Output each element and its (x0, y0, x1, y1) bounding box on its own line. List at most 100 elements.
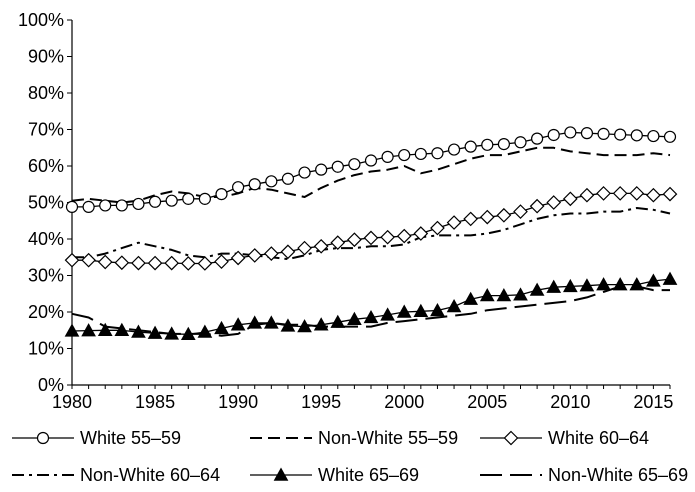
legend-label: White 60–64 (548, 428, 649, 448)
data-point-marker (132, 197, 145, 211)
data-point-marker (214, 320, 229, 335)
data-point-marker (496, 288, 512, 302)
data-point-marker (230, 250, 246, 266)
data-point-marker (430, 220, 445, 236)
data-point-marker (164, 255, 180, 271)
legend-item-5: Non-White 65–69 (480, 465, 688, 485)
legend-label: White 55–59 (80, 428, 181, 448)
data-point-marker (214, 254, 229, 269)
data-point-marker (313, 238, 329, 254)
data-point-marker (99, 199, 112, 212)
x-tick-label: 2005 (467, 392, 507, 412)
data-point-marker (330, 235, 346, 250)
data-point-marker (247, 315, 263, 329)
data-point-marker (147, 255, 163, 271)
data-point-marker (364, 154, 378, 167)
data-point-marker (479, 288, 495, 302)
data-point-marker (165, 194, 178, 207)
y-tick-label: 90% (28, 47, 64, 67)
data-point-marker (612, 277, 628, 291)
legend-label: White 65–69 (318, 465, 419, 485)
y-tick-label: 40% (28, 229, 64, 249)
data-point-marker (82, 200, 95, 213)
data-point-marker (263, 246, 279, 261)
data-point-marker (215, 188, 228, 201)
data-point-marker (629, 277, 645, 291)
data-point-marker (281, 172, 295, 185)
data-point-marker (247, 248, 263, 263)
data-point-marker (347, 311, 362, 325)
chart-markers-group (64, 126, 678, 340)
x-tick-label: 2010 (550, 392, 590, 412)
data-point-marker (446, 215, 462, 230)
data-point-marker (529, 198, 545, 214)
data-point-marker (280, 244, 296, 260)
data-point-marker (131, 255, 146, 271)
y-tick-label: 0% (38, 375, 64, 395)
data-point-marker (431, 147, 444, 160)
data-point-marker (65, 200, 79, 213)
data-point-marker (481, 138, 494, 151)
data-point-marker (497, 138, 510, 151)
x-tick-label: 2000 (384, 392, 424, 412)
x-tick-label: 1995 (301, 392, 341, 412)
data-point-marker (546, 195, 562, 210)
data-point-marker (430, 303, 445, 317)
series-line-2 (72, 192, 671, 265)
data-point-marker (513, 287, 528, 301)
data-point-marker (446, 298, 462, 313)
y-tick-label: 20% (28, 302, 64, 322)
data-point-marker (131, 324, 146, 338)
x-tick-label: 2015 (633, 392, 673, 412)
data-point-marker (248, 178, 261, 191)
y-tick-label: 100% (18, 10, 64, 30)
data-point-marker (547, 128, 560, 142)
series-line-1 (71, 146, 671, 204)
data-point-marker (297, 240, 312, 256)
legend-swatch-marker (273, 467, 289, 481)
legend-label: Non-White 60–64 (80, 465, 220, 485)
data-point-marker (348, 158, 361, 171)
data-point-marker (313, 317, 329, 331)
legend-item-0: White 55–59 (12, 428, 181, 448)
data-point-marker (630, 129, 643, 142)
data-point-marker (396, 228, 412, 244)
data-point-marker (298, 166, 311, 179)
data-point-marker (97, 254, 113, 270)
data-point-marker (562, 191, 578, 207)
data-point-marker (81, 323, 96, 337)
data-point-marker (662, 186, 678, 202)
data-point-marker (614, 128, 627, 141)
legend-item-4: White 65–69 (250, 465, 419, 485)
data-point-marker (182, 192, 195, 205)
data-point-marker (230, 317, 246, 331)
data-point-marker (297, 319, 312, 333)
data-point-marker (396, 304, 412, 318)
data-point-marker (232, 181, 245, 194)
data-point-marker (663, 130, 677, 143)
data-point-marker (496, 207, 512, 223)
chart-legend: White 55–59 Non-White 55–59 White 60–64 Non… (12, 428, 688, 485)
data-point-marker (531, 132, 544, 145)
legend-item-1: Non-White 55–59 (250, 428, 458, 448)
data-point-marker (662, 271, 678, 285)
data-point-marker (64, 252, 80, 268)
data-point-marker (479, 209, 495, 225)
data-point-marker (464, 140, 477, 153)
data-point-marker (597, 127, 610, 140)
y-tick-label: 30% (28, 266, 64, 286)
legend-label: Non-White 65–69 (548, 465, 688, 485)
data-point-marker (562, 278, 578, 293)
data-point-marker (647, 129, 660, 143)
data-point-marker (381, 150, 394, 163)
data-point-marker (180, 256, 196, 271)
y-tick-label: 10% (28, 339, 64, 359)
legend-swatch-marker (503, 430, 519, 446)
x-tick-label: 1980 (52, 392, 92, 412)
data-point-marker (180, 326, 196, 340)
data-point-marker (347, 232, 362, 248)
data-point-marker (265, 175, 278, 188)
data-point-marker (414, 147, 427, 161)
data-point-marker (564, 126, 577, 139)
